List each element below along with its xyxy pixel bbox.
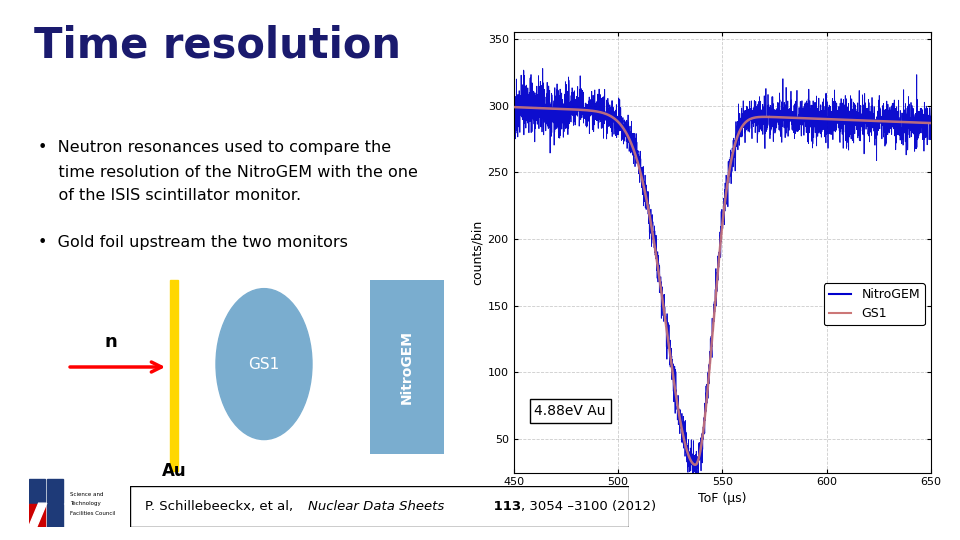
- Bar: [29, 479, 45, 503]
- Text: Technology: Technology: [69, 501, 101, 506]
- Bar: [47, 504, 63, 526]
- Text: n: n: [104, 333, 117, 352]
- Text: Facilities Council: Facilities Council: [69, 511, 115, 516]
- X-axis label: ToF (μs): ToF (μs): [698, 491, 747, 504]
- Text: NitroGEM: NitroGEM: [399, 330, 414, 404]
- Text: , 3054 –3100 (2012): , 3054 –3100 (2012): [521, 500, 657, 513]
- Text: 4.88eV Au: 4.88eV Au: [535, 404, 606, 418]
- Text: GS1: GS1: [249, 356, 279, 372]
- Text: of the ISIS scintillator monitor.: of the ISIS scintillator monitor.: [38, 188, 301, 203]
- Text: Science and: Science and: [69, 491, 103, 496]
- Text: Nuclear Data Sheets: Nuclear Data Sheets: [308, 500, 444, 513]
- Ellipse shape: [216, 288, 312, 440]
- Bar: [29, 478, 63, 526]
- Bar: [171, 280, 178, 471]
- Text: 113: 113: [489, 500, 521, 513]
- Y-axis label: counts/bin: counts/bin: [470, 220, 484, 285]
- Bar: [29, 504, 45, 526]
- Text: •  Neutron resonances used to compare the: • Neutron resonances used to compare the: [38, 140, 392, 156]
- Text: Time resolution: Time resolution: [34, 24, 400, 66]
- Text: time resolution of the NitroGEM with the one: time resolution of the NitroGEM with the…: [38, 165, 419, 180]
- Text: P. Schillebeeckx, et al,: P. Schillebeeckx, et al,: [145, 500, 301, 513]
- Bar: [370, 280, 444, 454]
- Polygon shape: [29, 503, 47, 526]
- Bar: [47, 479, 63, 503]
- Text: •  Gold foil upstream the two monitors: • Gold foil upstream the two monitors: [38, 235, 348, 250]
- Legend: NitroGEM, GS1: NitroGEM, GS1: [824, 283, 924, 326]
- Text: Au: Au: [161, 462, 186, 480]
